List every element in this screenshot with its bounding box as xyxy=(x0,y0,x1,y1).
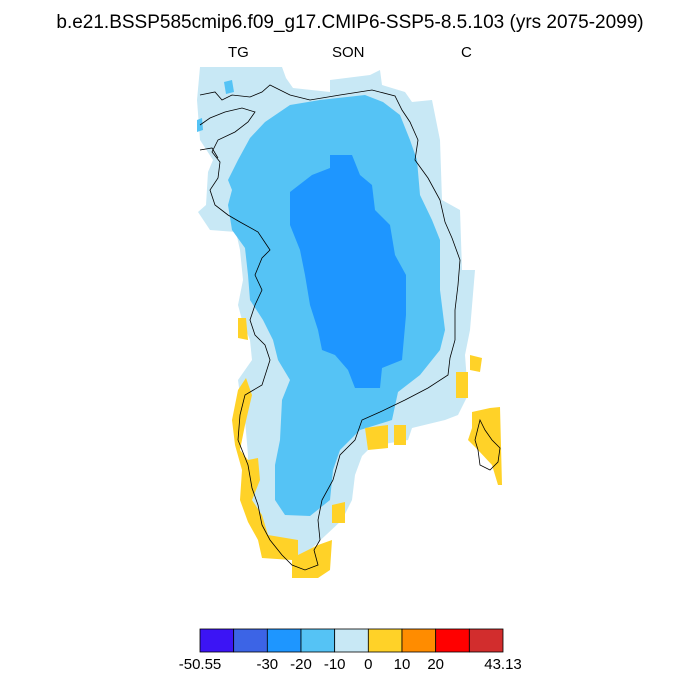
zone-dark xyxy=(290,155,406,388)
colorbar-box-4 xyxy=(334,628,369,653)
colorbar-box-0 xyxy=(199,628,235,653)
colorbar-box-8 xyxy=(468,628,504,653)
nw-speck-1 xyxy=(224,80,234,94)
coastline xyxy=(199,84,501,571)
colorbar-box-3 xyxy=(300,628,336,653)
colorbar-box-6 xyxy=(401,628,437,653)
colorbar-label: 0 xyxy=(364,656,373,673)
colorbar-label: -20 xyxy=(290,656,312,673)
colorbar-label: 10 xyxy=(393,656,411,673)
colorbar-label: 20 xyxy=(427,656,445,673)
colorbar-box-5 xyxy=(367,628,403,653)
colorbar-label: -50.55 xyxy=(178,656,222,673)
colorbar-label: -30 xyxy=(256,656,279,673)
plot-title: b.e21.BSSP585cmip6.f09_g17.CMIP6-SSP5-8.… xyxy=(56,12,644,33)
colorbar-box-7 xyxy=(435,628,470,653)
colorbar-label: -10 xyxy=(323,656,346,673)
colorbar-label: 43.13 xyxy=(484,656,522,673)
units-label: C xyxy=(461,44,472,61)
zone-warm xyxy=(232,318,502,578)
colorbar-box-2 xyxy=(266,628,302,653)
variable-label: TG xyxy=(228,44,249,61)
season-label: SON xyxy=(332,44,365,61)
colorbar-box-1 xyxy=(233,628,268,653)
